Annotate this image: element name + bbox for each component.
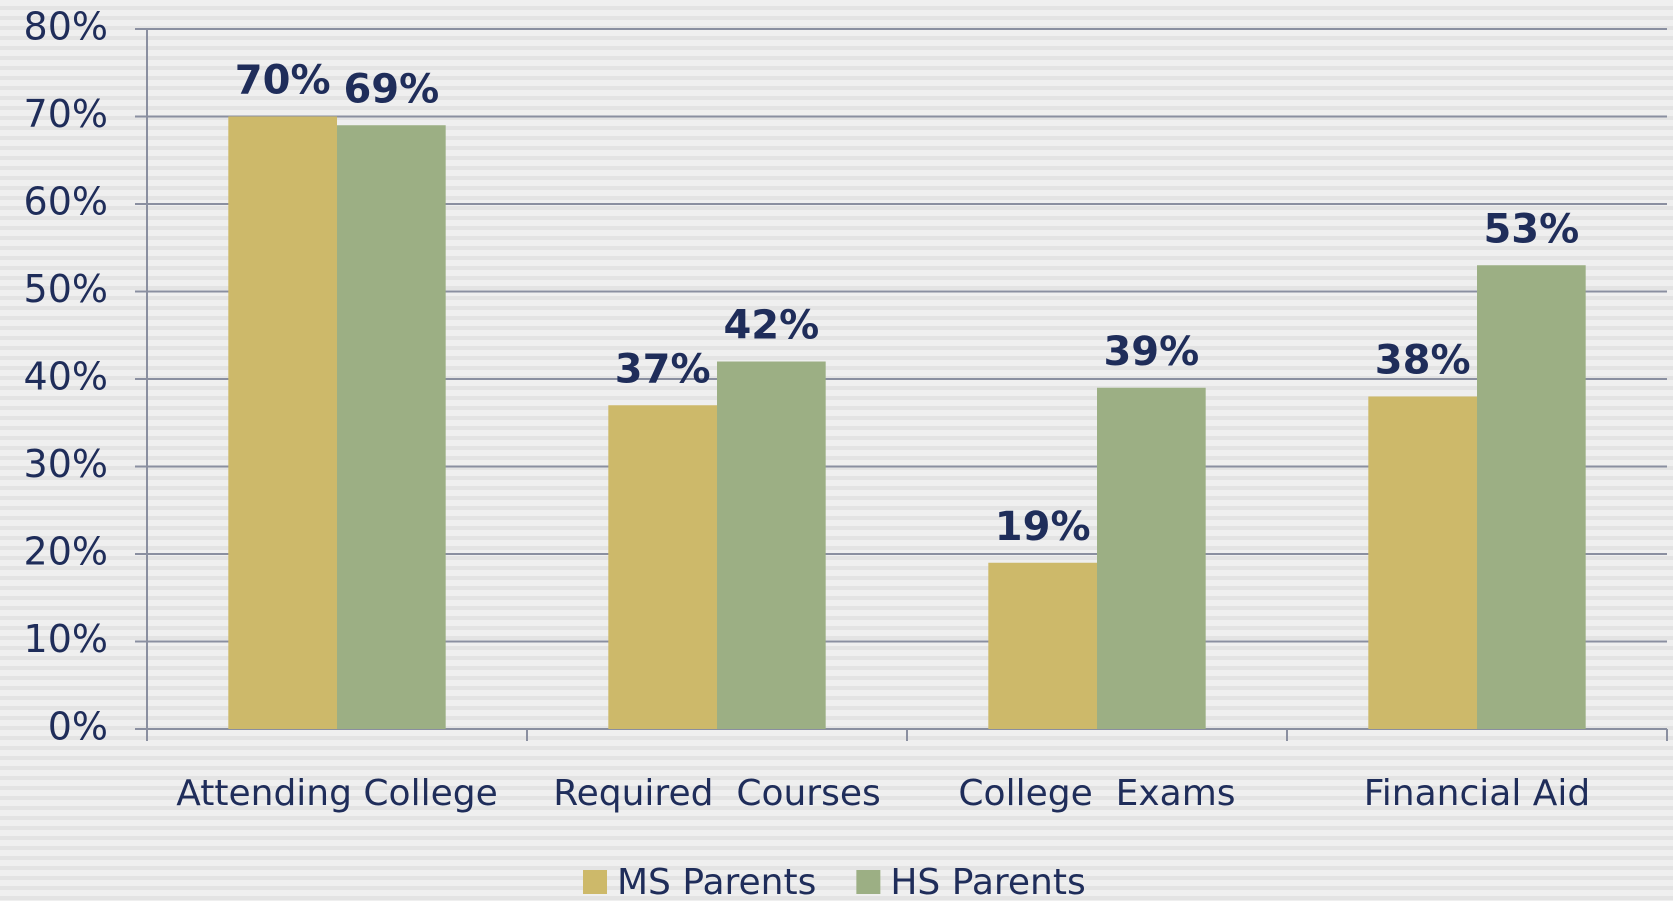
bar xyxy=(988,562,1097,729)
legend-label: HS Parents xyxy=(890,862,1085,901)
y-tick-label: 30% xyxy=(24,442,108,486)
x-tick-label: Attending College xyxy=(176,773,497,814)
x-tick-label: Required Courses xyxy=(553,773,881,814)
bar xyxy=(1477,265,1586,729)
value-label: 38% xyxy=(1375,338,1471,384)
bar xyxy=(717,361,826,729)
y-tick-label: 40% xyxy=(24,355,108,399)
value-label: 70% xyxy=(235,58,331,104)
bar xyxy=(228,116,337,729)
y-tick-label: 0% xyxy=(48,705,108,749)
x-tick-label: Financial Aid xyxy=(1364,773,1591,814)
legend-label: MS Parents xyxy=(617,862,816,901)
legend-swatch xyxy=(856,870,881,894)
bar xyxy=(1368,396,1477,729)
y-tick-label: 10% xyxy=(24,617,108,661)
bar xyxy=(337,125,446,729)
bar xyxy=(608,405,717,729)
y-tick-label: 80% xyxy=(24,5,108,49)
y-tick-label: 50% xyxy=(24,267,108,311)
value-label: 37% xyxy=(615,346,711,392)
value-label: 42% xyxy=(723,303,819,349)
value-label: 69% xyxy=(343,66,439,112)
x-tick-label: College Exams xyxy=(958,773,1235,814)
y-tick-label: 60% xyxy=(24,180,108,224)
value-label: 53% xyxy=(1483,206,1579,252)
y-tick-label: 70% xyxy=(24,92,108,136)
value-label: 39% xyxy=(1103,329,1199,375)
legend-swatch xyxy=(583,870,607,894)
y-tick-label: 20% xyxy=(24,530,108,574)
bar xyxy=(1097,387,1206,729)
value-label: 19% xyxy=(995,504,1091,550)
